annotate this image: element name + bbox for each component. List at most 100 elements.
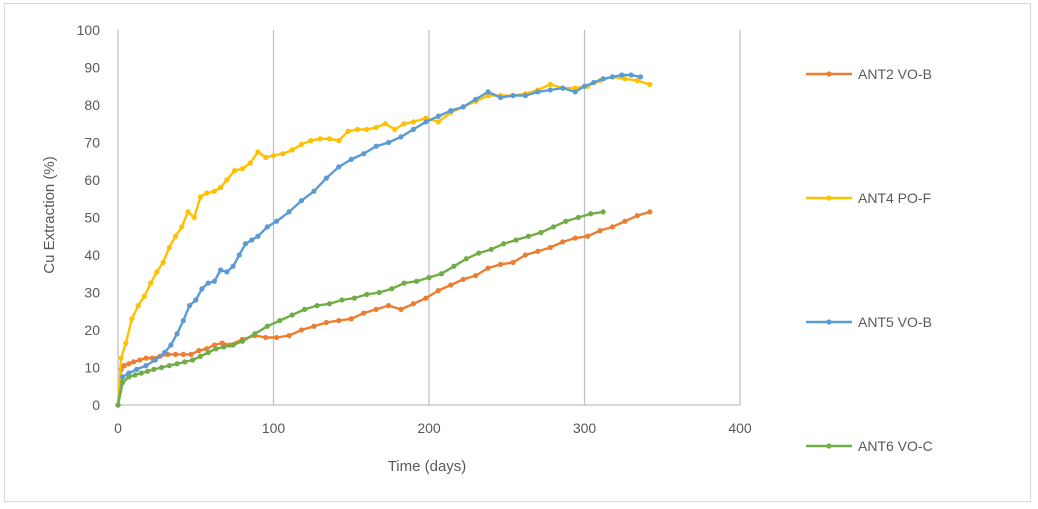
data-point [448,282,454,288]
data-point [497,94,504,101]
data-point [314,303,320,309]
data-point [348,316,354,322]
data-point [485,265,491,271]
data-point [476,250,482,256]
data-point [166,363,172,369]
legend-label: ANT6 VO-C [858,438,933,454]
data-point [143,355,149,361]
data-point [647,209,653,215]
data-point [385,139,392,146]
data-point [132,372,138,378]
data-point [286,333,292,339]
data-point [373,124,379,131]
series-ant5-vo-b [115,72,644,408]
data-point [535,89,541,95]
data-point [323,319,329,326]
data-point [345,128,351,134]
data-point [547,87,553,93]
data-point [510,259,516,266]
data-point [121,363,127,369]
y-tick-label: 90 [84,60,100,76]
data-point [373,306,379,312]
y-tick-label: 20 [84,322,100,338]
data-point [286,209,292,215]
data-point [172,351,179,357]
data-point [298,198,305,204]
data-point [196,348,202,354]
data-point [193,297,199,303]
data-point [211,188,218,194]
data-point [451,263,457,269]
data-point [242,241,249,247]
data-point [364,126,370,132]
legend-label: ANT4 PO-F [858,190,931,206]
data-point [351,295,357,301]
data-point [280,151,286,157]
data-point [137,357,143,363]
data-point [224,177,230,183]
data-point [211,278,218,284]
data-point [190,357,196,363]
data-point [398,134,404,140]
legend-item-ant4-po-f: ANT4 PO-F [806,190,931,206]
data-point [435,288,441,294]
data-point [597,228,603,234]
x-tick-label: 100 [262,420,286,436]
data-point [410,119,417,125]
data-point [389,286,395,292]
data-point [182,359,188,365]
data-point [547,244,553,251]
data-point [628,72,634,78]
data-point [180,351,186,357]
legend-marker [826,195,832,201]
data-point [323,175,329,181]
series-line-ant6-vo-c [116,210,604,406]
data-point [129,316,135,322]
data-point [270,153,277,159]
data-point [255,149,261,155]
data-point [522,252,529,258]
data-point [232,168,238,174]
data-point [339,297,345,303]
data-point [463,256,469,262]
data-point [513,237,519,243]
data-point [218,184,224,191]
data-point [274,334,280,341]
data-point [224,269,230,275]
data-point [186,303,193,309]
legend-item-ant5-vo-b: ANT5 VO-B [806,314,932,330]
data-point [174,361,180,367]
data-point [560,85,566,91]
data-point [326,301,333,307]
data-point [120,374,126,380]
data-point [426,274,432,281]
data-point [180,318,186,324]
data-point [376,289,382,296]
data-point [485,89,491,95]
data-point [637,74,644,80]
data-point [191,214,197,221]
data-point [538,229,544,236]
data-point [525,233,532,239]
data-point [126,361,132,367]
data-point [130,359,137,365]
legend-label: ANT5 VO-B [858,314,932,330]
data-point [410,301,417,307]
data-point [600,209,606,215]
data-point [354,126,361,132]
data-point [435,113,441,119]
data-point [364,291,370,297]
data-point [255,233,261,239]
data-point [550,224,557,230]
data-point [168,342,174,348]
series-line-ant4-po-f [116,75,651,406]
data-point [622,218,628,224]
data-point [205,280,211,286]
data-point [348,156,354,162]
data-point [401,121,407,127]
data-point [382,121,389,127]
data-point [135,303,141,309]
y-tick-label: 70 [84,135,100,151]
data-point [197,194,204,200]
